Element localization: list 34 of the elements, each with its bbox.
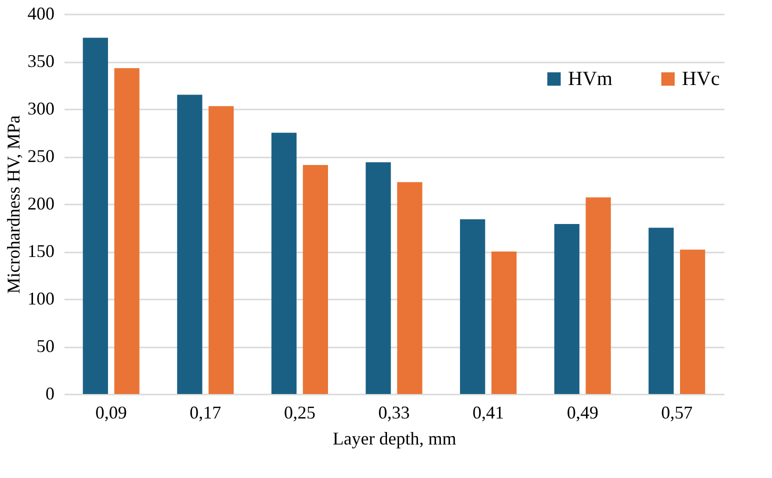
legend-label: HVm [568, 68, 613, 90]
bar [271, 132, 297, 394]
bar [366, 162, 391, 394]
bar [208, 106, 234, 394]
x-tick-label: 0,25 [284, 402, 316, 422]
y-tick-label: 350 [28, 51, 54, 71]
x-tick-label: 0,49 [566, 402, 598, 422]
bar [177, 94, 202, 394]
y-tick-label: 250 [28, 146, 54, 166]
y-tick-label: 300 [28, 98, 54, 118]
bar [460, 219, 486, 394]
bar [82, 38, 108, 394]
y-tick-label: 0 [46, 384, 54, 404]
bar [302, 165, 328, 394]
x-tick-label: 0,17 [190, 402, 222, 422]
x-axis-title: Layer depth, mm [332, 428, 456, 448]
y-axis-title: Microhardness HV, MPa [4, 115, 24, 294]
bar [586, 197, 611, 394]
x-tick-label: 0,33 [378, 402, 410, 422]
legend-label: HVc [682, 68, 720, 90]
y-tick-label: 100 [28, 288, 54, 308]
bar [491, 252, 517, 394]
bar [397, 182, 422, 394]
y-tick-label: 50 [36, 336, 54, 356]
y-tick-label: 400 [28, 4, 54, 24]
bar [680, 250, 706, 394]
x-tick-label: 0,09 [95, 402, 127, 422]
bar [648, 228, 674, 394]
x-tick-label: 0,57 [661, 402, 693, 422]
bar [554, 224, 580, 394]
y-tick-label: 150 [28, 241, 54, 261]
bar [114, 68, 140, 394]
x-tick-label: 0,41 [472, 402, 504, 422]
y-tick-label: 200 [28, 194, 54, 214]
